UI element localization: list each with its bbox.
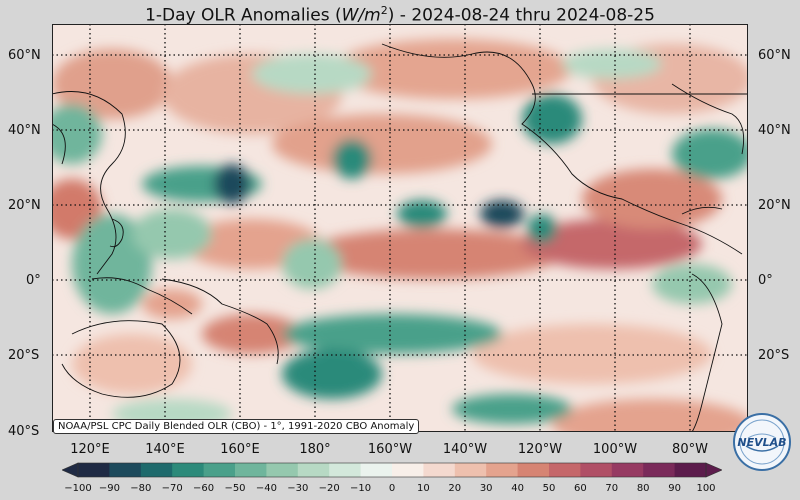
lat-label-60n-right: 60°N [758,48,791,63]
lat-label-20n-right: 20°N [758,198,791,213]
colorbar-tick-label: −30 [287,483,309,494]
lon-label-140w: 140°W [442,442,488,457]
colorbar-segment [611,463,644,477]
colorbar-segment [643,463,676,477]
colorbar-segment [140,463,173,477]
map-title: 1-Day OLR Anomalies (W/m2) - 2024-08-24 … [145,4,655,26]
colorbar-tick-label: −100 [64,483,92,494]
colorbar-tick-label: 60 [574,483,587,494]
colorbar-tick-label: 20 [448,483,462,494]
lat-label-20n-left: 20°N [8,198,41,213]
colorbar-segment [454,463,487,477]
colorbar-segment [203,463,236,477]
lat-label-20s-left: 20°S [8,348,40,363]
graticule [52,24,748,432]
lon-label-80w: 80°W [672,442,708,457]
colorbar-segment [549,463,581,477]
colorbar-segment [486,463,519,477]
map-canvas [52,24,748,432]
colorbar-tick-label: 70 [605,483,619,494]
lon-label-140e: 140°E [145,442,185,457]
colorbar-tick-label: −10 [350,483,372,494]
colorbar-segment [329,463,362,477]
colorbar-tick-label: 0 [388,483,396,494]
colorbar-tick-label: 80 [636,483,650,494]
data-source-label: NOAA/PSL CPC Daily Blended OLR (CBO) - 1… [53,419,420,434]
colorbar-tick-label: 30 [479,483,493,494]
colorbar-extend-high [705,462,722,478]
colorbar-tick-label: −40 [255,483,277,494]
colorbar-segment [517,463,550,477]
anomaly-field [52,39,748,432]
lon-label-120w: 120°W [517,442,563,457]
colorbar-segment [235,463,267,477]
lat-label-60n-left: 60°N [8,48,41,63]
colorbar-tick-label: 100 [696,483,716,494]
colorbar-tick-label: 90 [668,483,681,494]
colorbar-tick-label: 50 [542,483,556,494]
colorbar-tick-label: 10 [417,483,430,494]
colorbar-tick-label: −50 [224,483,246,494]
lat-label-eq-right: 0° [758,273,773,288]
lon-label-100w: 100°W [592,442,638,457]
lat-label-20s-right: 20°S [758,348,790,363]
lon-label-160e: 160°E [220,442,260,457]
colorbar-segment [78,463,110,477]
colorbar-segment [172,463,205,477]
colorbar [62,462,722,478]
colorbar-tick-label: −80 [130,483,152,494]
colorbar-segment [423,463,456,477]
colorbar-tick-label: −70 [161,483,183,494]
lon-label-120e: 120°E [70,442,110,457]
nevlab-logo: NEVLAB [733,413,791,471]
colorbar-tick-label: −90 [98,483,120,494]
colorbar-segment [580,463,613,477]
olr-anomaly-map [52,24,748,432]
colorbar-segment [674,463,707,477]
lon-label-160w: 160°W [367,442,413,457]
lat-label-40s-left: 40°S [8,424,40,439]
colorbar-segment [266,463,299,477]
lat-label-40n-left: 40°N [8,123,41,138]
colorbar-tick-label: −60 [193,483,215,494]
colorbar-segment [360,463,393,477]
coastlines [52,43,748,432]
lat-label-eq-left: 0° [26,273,41,288]
colorbar-tick-label: 40 [511,483,524,494]
colorbar-segment [109,463,142,477]
colorbar-tick-label: −20 [318,483,340,494]
colorbar-extend-low [62,462,79,478]
colorbar-segment [392,463,424,477]
logo-text: NEVLAB [737,436,786,449]
colorbar-segment [297,463,330,477]
lat-label-40n-right: 40°N [758,123,791,138]
lon-label-180: 180° [299,442,331,457]
